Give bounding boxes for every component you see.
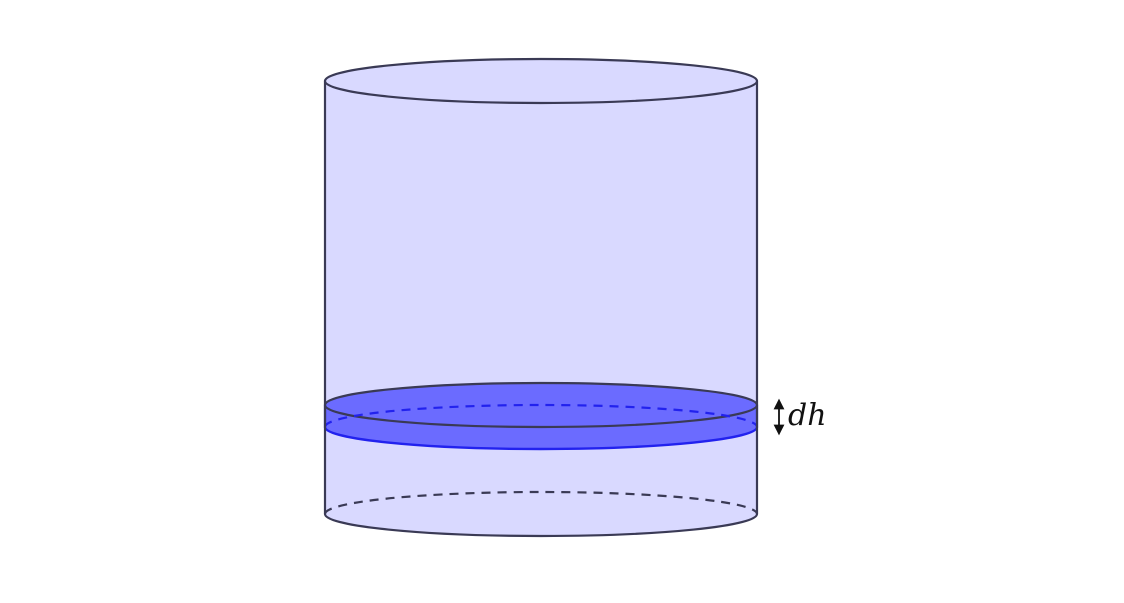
dh-label: dh <box>788 398 827 433</box>
cylinder-top-ellipse <box>323 57 759 105</box>
cylinder-body <box>325 59 757 536</box>
cylinder-bottom-front-rim <box>323 513 759 538</box>
slice-top-ellipse <box>323 381 759 429</box>
slice-bottom-front-rim <box>323 426 759 451</box>
